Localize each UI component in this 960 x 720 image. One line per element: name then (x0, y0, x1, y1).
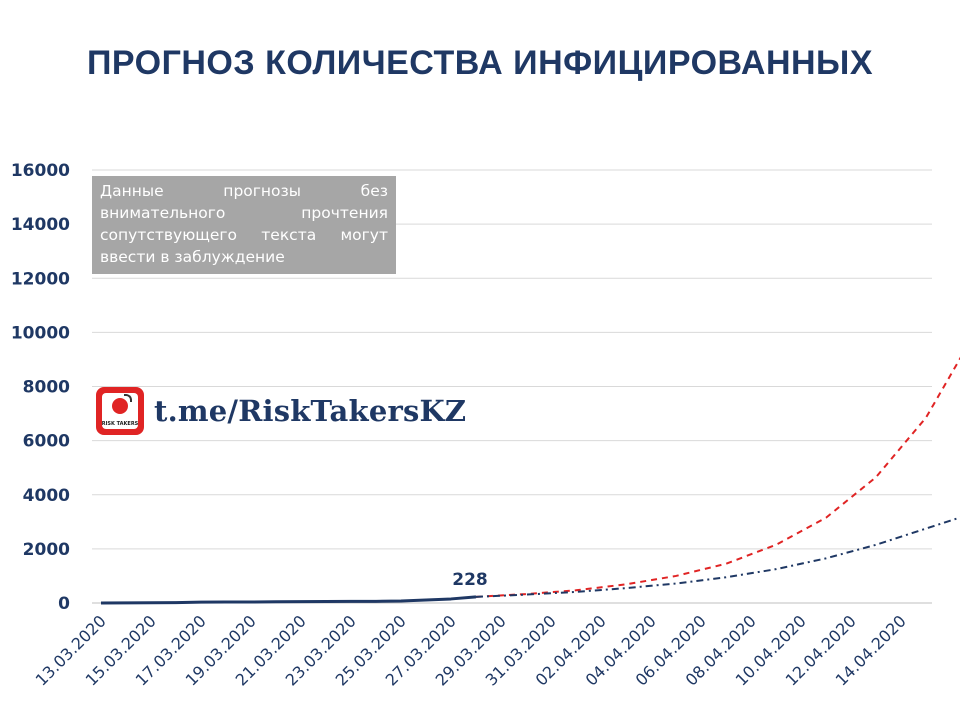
y-axis-ticks: 0 2000 4000 6000 8000 10000 12000 14000 16000 (11, 161, 70, 614)
chart-title: ПРОГНОЗ КОЛИЧЕСТВА ИНФИЦИРОВАННЫХ (86, 44, 874, 82)
disclaimer-note: Данные прогнозы без внимательного прочте… (92, 176, 396, 274)
series-end-labels: 228145704001 (452, 570, 488, 590)
y-tick-label: 8000 (23, 378, 70, 398)
y-tick-label: 12000 (11, 269, 70, 289)
series-lines (100, 356, 960, 605)
bomb-icon (112, 398, 128, 414)
risk-takers-logo-icon: RISK TAKERS (96, 387, 144, 435)
series-line-solid (100, 595, 477, 605)
y-tick-label: 6000 (23, 432, 70, 452)
data-label: 228 (452, 570, 488, 590)
y-tick-label: 0 (58, 594, 70, 614)
series-line-dashed (475, 356, 960, 598)
y-tick-label: 14000 (11, 215, 70, 235)
y-tick-label: 16000 (11, 161, 70, 181)
x-axis-ticks: 13.03.202015.03.202017.03.202019.03.2020… (32, 611, 910, 689)
brand-watermark[interactable]: RISK TAKERS t.me/RiskTakersKZ (96, 386, 466, 436)
y-tick-label: 2000 (23, 540, 70, 560)
telegram-handle[interactable]: t.me/RiskTakersKZ (154, 394, 467, 428)
series-line-dash-dot (475, 516, 960, 598)
y-tick-label: 10000 (11, 323, 70, 343)
y-tick-label: 4000 (23, 486, 70, 506)
logo-text: RISK TAKERS (101, 421, 139, 427)
